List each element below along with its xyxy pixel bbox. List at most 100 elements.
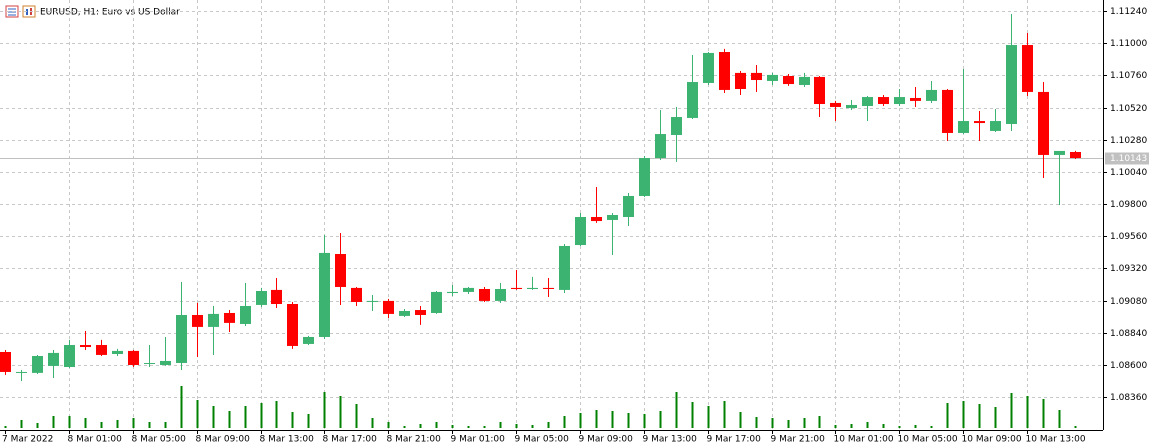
- candle-body: [16, 371, 27, 373]
- candle-body: [479, 288, 490, 301]
- candle-body: [1038, 91, 1049, 155]
- x-tick-label: 8 Mar 05:00: [132, 435, 187, 445]
- candle-body: [671, 117, 682, 135]
- candle-body: [527, 287, 538, 289]
- candle-body: [623, 195, 634, 218]
- candle-body: [80, 345, 91, 348]
- y-tick-label: 1.08840: [1110, 329, 1147, 339]
- y-tick-label: 1.08600: [1110, 361, 1147, 371]
- y-tick-label: 1.09080: [1110, 297, 1147, 307]
- candle-body: [894, 97, 905, 105]
- candle-body: [511, 287, 522, 289]
- candle-body: [862, 97, 873, 107]
- candle-body: [846, 104, 857, 109]
- y-tick-label: 1.09560: [1110, 232, 1147, 242]
- y-tick-label: 1.10280: [1110, 136, 1147, 146]
- candle-body: [319, 252, 330, 337]
- candle-body: [32, 356, 43, 373]
- candle-body: [48, 352, 59, 366]
- candle-body: [112, 350, 123, 354]
- candle-body: [176, 314, 187, 363]
- candle-body: [942, 89, 953, 133]
- x-tick-label: 9 Mar 13:00: [643, 435, 698, 445]
- candle-body: [990, 121, 1001, 131]
- candle-body: [367, 300, 378, 302]
- y-tick-label: 1.09320: [1110, 264, 1147, 274]
- candle-body: [910, 97, 921, 101]
- candle-body: [767, 74, 778, 81]
- candle-body: [1022, 45, 1033, 92]
- candle-body: [735, 72, 746, 90]
- candle-body: [64, 345, 75, 368]
- candle-body: [591, 217, 602, 222]
- y-tick-label: 1.10760: [1110, 71, 1147, 81]
- candle-body: [639, 158, 650, 196]
- current-price-label: 1.10143: [1110, 154, 1147, 164]
- candle-body: [335, 254, 346, 287]
- candle-body: [351, 287, 362, 302]
- icon-chart: [22, 5, 36, 18]
- x-tick-label: 7 Mar 2022: [2, 435, 53, 445]
- candle-body: [144, 362, 155, 364]
- candle-body: [575, 217, 586, 246]
- x-tick-label: 9 Mar 05:00: [515, 435, 570, 445]
- candle-body: [543, 287, 554, 289]
- candle-body: [958, 121, 969, 133]
- x-tick-label: 10 Mar 01:00: [834, 435, 894, 445]
- candle-body: [208, 313, 219, 327]
- x-tick-label: 9 Mar 01:00: [451, 435, 506, 445]
- candle-body: [607, 215, 618, 220]
- y-tick-label: 1.11240: [1110, 7, 1147, 17]
- candle-body: [974, 121, 985, 124]
- candle-body: [287, 304, 298, 346]
- x-tick-label: 10 Mar 13:00: [1026, 435, 1086, 445]
- x-tick-label: 10 Mar 09:00: [962, 435, 1022, 445]
- x-tick-label: 8 Mar 21:00: [387, 435, 442, 445]
- candle-body: [719, 52, 730, 90]
- candle-body: [687, 82, 698, 118]
- candle-body: [399, 310, 410, 316]
- y-tick-label: 1.11000: [1110, 39, 1147, 49]
- candle-body: [447, 291, 458, 294]
- candle-body: [799, 76, 810, 85]
- candle-body: [1070, 152, 1081, 159]
- candle-body: [559, 245, 570, 290]
- candle-body: [96, 345, 107, 355]
- candle-body: [783, 76, 794, 85]
- candle-body: [926, 89, 937, 101]
- candle-body: [0, 351, 11, 372]
- x-tick-label: 8 Mar 01:00: [68, 435, 123, 445]
- y-tick-label: 1.10520: [1110, 104, 1147, 114]
- candle-body: [240, 306, 251, 324]
- chart-title: EURUSD, H1: Euro vs US Dollar: [40, 8, 180, 18]
- candle-body: [160, 360, 171, 365]
- candle-body: [192, 314, 203, 327]
- x-tick-label: 8 Mar 13:00: [260, 435, 315, 445]
- candle-body: [830, 102, 841, 107]
- x-tick-label: 9 Mar 17:00: [707, 435, 762, 445]
- current-price-box: [1105, 152, 1149, 165]
- x-tick-label: 9 Mar 21:00: [771, 435, 826, 445]
- x-tick-label: 8 Mar 09:00: [196, 435, 251, 445]
- y-tick-label: 1.08360: [1110, 393, 1147, 403]
- candle-body: [224, 312, 235, 323]
- x-tick-label: 8 Mar 17:00: [323, 435, 378, 445]
- candle-body: [271, 289, 282, 305]
- y-tick-label: 1.09800: [1110, 200, 1147, 210]
- candle-body: [814, 76, 825, 105]
- candle-body: [256, 291, 267, 305]
- candle-body: [751, 72, 762, 81]
- candle-body: [303, 336, 314, 344]
- candle-body: [383, 300, 394, 314]
- x-tick-label: 9 Mar 09:00: [579, 435, 634, 445]
- y-tick-label: 1.10040: [1110, 168, 1147, 178]
- candle-body: [655, 134, 666, 159]
- candle-body: [1054, 150, 1065, 155]
- x-tick-label: 10 Mar 05:00: [898, 435, 958, 445]
- candle-body: [703, 52, 714, 83]
- candle-body: [415, 310, 426, 315]
- candle-body: [128, 350, 139, 365]
- candle-body: [1006, 45, 1017, 124]
- candle-body: [878, 97, 889, 105]
